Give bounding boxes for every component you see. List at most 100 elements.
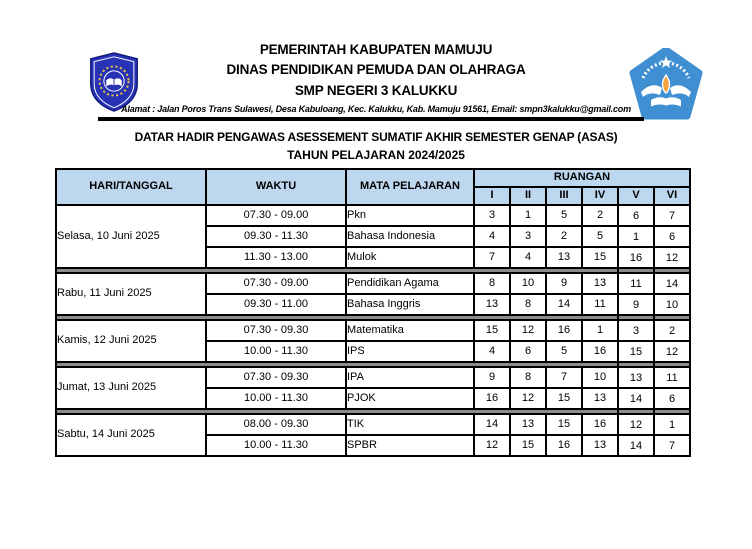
room-column-i: I (473, 186, 511, 206)
room-cell: 1 (617, 225, 655, 248)
room-cell: 15 (473, 319, 511, 342)
room-column-vi: VI (653, 186, 691, 206)
room-column-iv: IV (581, 186, 619, 206)
group-separator-row (55, 408, 691, 415)
time-cell: 08.00 - 09.30 (205, 413, 347, 436)
room-cell: 7 (473, 246, 511, 269)
separator-cell (617, 267, 655, 274)
time-cell: 07.30 - 09.30 (205, 319, 347, 342)
school-address: Alamat : Jalan Poros Trans Sulawesi, Des… (121, 104, 631, 114)
time-cell: 11.30 - 13.00 (205, 246, 347, 269)
schedule-row: Sabtu, 14 Juni 2025 08.00 - 09.30 TIK 14 13 1… (55, 413, 691, 457)
separator-cell (653, 361, 691, 368)
room-cell: 13 (617, 366, 655, 389)
group-separator-row (55, 314, 691, 321)
room-cell: 5 (545, 204, 583, 227)
room-cell: 16 (545, 434, 583, 457)
room-cell: 9 (545, 272, 583, 295)
room-cell: 13 (473, 293, 511, 316)
day-cell: Sabtu, 14 Juni 2025 (55, 413, 207, 457)
room-cell: 4 (509, 246, 547, 269)
room-cell: 15 (545, 413, 583, 436)
schedule-row: 11.30 - 13.00 Mulok 7 4 13 15 16 12 (56, 246, 691, 269)
document-subtitle: TAHUN PELAJARAN 2024/2025 (287, 148, 465, 162)
schedule-row: Jumat, 13 Juni 2025 07.30 - 09.30 IPA 9 8 7 10… (55, 366, 691, 410)
right-wing-icon (670, 85, 691, 97)
room-cell: 1 (653, 413, 691, 436)
room-cell: 2 (545, 225, 583, 248)
room-cell: 5 (581, 225, 619, 248)
subject-cell: Matematika (345, 319, 475, 342)
room-cell: 14 (545, 293, 583, 316)
time-cell: 07.30 - 09.00 (205, 272, 347, 295)
flame-icon (661, 73, 671, 94)
room-cell: 13 (545, 246, 583, 269)
time-cell: 09.30 - 11.00 (205, 293, 347, 316)
room-cell: 8 (509, 293, 547, 316)
room-cell: 11 (617, 272, 655, 295)
room-column-iii: III (545, 186, 583, 206)
room-cell: 6 (653, 387, 691, 410)
time-cell: 10.00 - 11.30 (205, 340, 347, 363)
crest-inner-border (93, 56, 135, 109)
school-name: SMP NEGERI 3 KALUKKU (294, 83, 458, 98)
schedule-row: 10.00 - 11.30 SPBR 12 15 16 13 14 7 (56, 434, 691, 457)
room-cell: 13 (581, 387, 619, 410)
room-cell: 12 (473, 434, 511, 457)
schedule-row: 09.30 - 11.00 Bahasa Inggris 13 8 14 11 9 10 (56, 293, 691, 316)
separator-cell (55, 314, 619, 321)
room-cell: 4 (473, 225, 511, 248)
schedule-row: Selasa, 10 Juni 2025 07.30 - 09.00 Pkn 3 1 5 2… (55, 204, 691, 269)
room-cell: 12 (617, 413, 655, 436)
room-cell: 6 (617, 204, 655, 227)
room-cell: 11 (581, 293, 619, 316)
room-cell: 7 (653, 204, 691, 227)
room-cell: 7 (545, 366, 583, 389)
schedule-row: Kamis, 12 Juni 2025 07.30 - 09.30 Matemati… (55, 319, 691, 363)
room-cell: 2 (653, 319, 691, 342)
letterhead-divider (98, 117, 644, 121)
subject-cell: Pendidikan Agama (345, 272, 475, 295)
schedule-row: 10.00 - 11.30 PJOK 16 12 15 13 14 6 (56, 387, 691, 410)
header-row-1: HARI/TANGGAL WAKTU MATA PELAJARAN RUANGAN (55, 168, 691, 206)
room-column-ii: II (509, 186, 547, 206)
room-cell: 16 (473, 387, 511, 410)
room-cell: 1 (509, 204, 547, 227)
book-base-icon (651, 97, 681, 107)
day-cell: Rabu, 11 Juni 2025 (55, 272, 207, 316)
subject-cell: Bahasa Indonesia (345, 225, 475, 248)
time-cell: 07.30 - 09.30 (205, 366, 347, 389)
separator-cell (653, 408, 691, 415)
left-wing-icon (641, 85, 662, 97)
room-cell: 12 (509, 319, 547, 342)
room-cell: 15 (509, 434, 547, 457)
subject-cell: PJOK (345, 387, 475, 410)
schedule-table: HARI/TANGGAL WAKTU MATA PELAJARAN RUANGAN I I… (55, 168, 691, 457)
room-cell: 2 (581, 204, 619, 227)
room-cell: 6 (653, 225, 691, 248)
room-cell: 14 (617, 434, 655, 457)
schedule-table-head: HARI/TANGGAL WAKTU MATA PELAJARAN RUANGAN I I… (55, 168, 691, 206)
time-cell: 10.00 - 11.30 (205, 387, 347, 410)
room-cell: 13 (509, 413, 547, 436)
room-cell: 12 (653, 340, 691, 363)
subject-cell: Pkn (345, 204, 475, 227)
school-crest-logo (90, 52, 138, 112)
room-cell: 8 (509, 366, 547, 389)
room-cell: 10 (581, 366, 619, 389)
subject-cell: IPA (345, 366, 475, 389)
header-row-2: I II III IV V VI (56, 186, 691, 206)
subject-cell: IPS (345, 340, 475, 363)
room-cell: 6 (509, 340, 547, 363)
separator-cell (617, 314, 655, 321)
room-cell: 5 (545, 340, 583, 363)
government-name: PEMERINTAH KABUPATEN MAMUJU (259, 42, 493, 57)
separator-cell (55, 361, 619, 368)
separator-cell (55, 408, 619, 415)
star-icon (659, 56, 673, 68)
room-cell: 1 (581, 319, 619, 342)
room-cell: 12 (653, 246, 691, 269)
room-cell: 13 (581, 272, 619, 295)
column-header-ruangan: RUANGAN (473, 168, 691, 188)
room-cell: 16 (581, 413, 619, 436)
